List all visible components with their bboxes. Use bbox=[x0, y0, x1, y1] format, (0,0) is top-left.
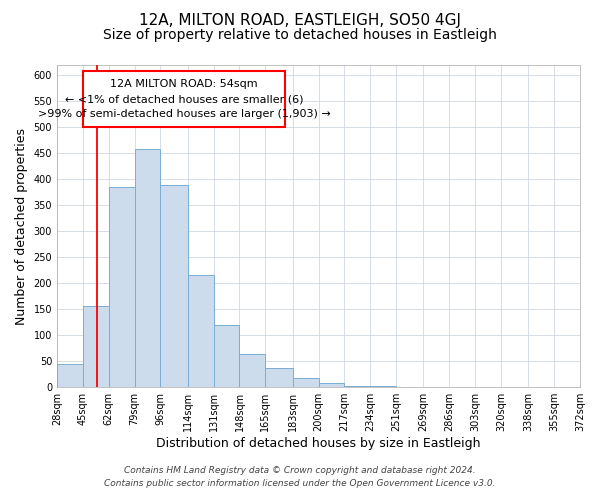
Bar bbox=[57, 364, 83, 387]
Text: Size of property relative to detached houses in Eastleigh: Size of property relative to detached ho… bbox=[103, 28, 497, 42]
Bar bbox=[83, 306, 109, 387]
Bar bbox=[424, 386, 449, 387]
Text: Contains HM Land Registry data © Crown copyright and database right 2024.
Contai: Contains HM Land Registry data © Crown c… bbox=[104, 466, 496, 487]
Text: 12A MILTON ROAD: 54sqm
← <1% of detached houses are smaller (6)
>99% of semi-det: 12A MILTON ROAD: 54sqm ← <1% of detached… bbox=[38, 80, 331, 119]
Bar bbox=[293, 378, 319, 387]
Bar bbox=[214, 325, 239, 387]
Bar bbox=[370, 386, 396, 387]
Bar bbox=[239, 354, 265, 387]
Bar bbox=[265, 368, 293, 387]
Y-axis label: Number of detached properties: Number of detached properties bbox=[15, 128, 28, 324]
Bar bbox=[319, 383, 344, 387]
Bar bbox=[344, 386, 370, 387]
Bar bbox=[188, 276, 214, 387]
Bar bbox=[134, 149, 160, 387]
Bar bbox=[396, 386, 424, 387]
Bar bbox=[109, 187, 134, 387]
Bar bbox=[449, 386, 475, 387]
Bar bbox=[160, 184, 188, 387]
Text: 12A, MILTON ROAD, EASTLEIGH, SO50 4GJ: 12A, MILTON ROAD, EASTLEIGH, SO50 4GJ bbox=[139, 12, 461, 28]
FancyBboxPatch shape bbox=[83, 71, 285, 128]
X-axis label: Distribution of detached houses by size in Eastleigh: Distribution of detached houses by size … bbox=[156, 437, 481, 450]
